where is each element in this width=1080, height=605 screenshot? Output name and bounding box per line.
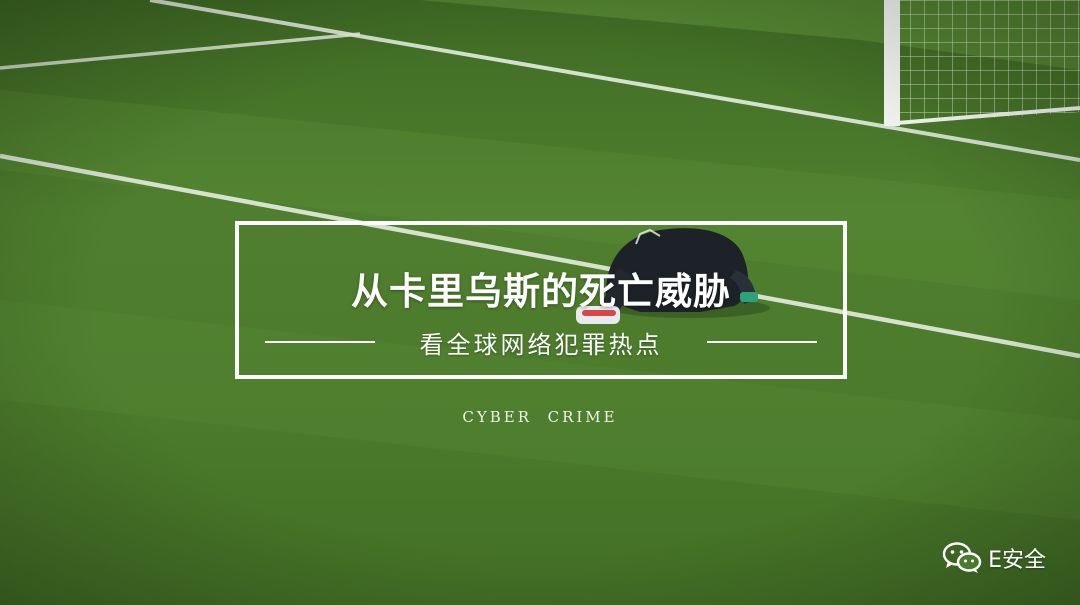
caption: CYBER CRIME [462,408,618,426]
title-frame: 从卡里乌斯的死亡威胁 看全球网络犯罪热点 [235,221,847,379]
watermark: E安全 [942,541,1046,575]
headline: 从卡里乌斯的死亡威胁 [351,270,731,313]
wechat-icon [942,541,982,575]
right-rule [707,341,817,343]
subheadline-row: 看全球网络犯罪热点 [239,325,843,359]
left-rule [265,341,375,343]
subheadline: 看全球网络犯罪热点 [419,331,663,359]
account-name: E安全 [988,548,1046,573]
